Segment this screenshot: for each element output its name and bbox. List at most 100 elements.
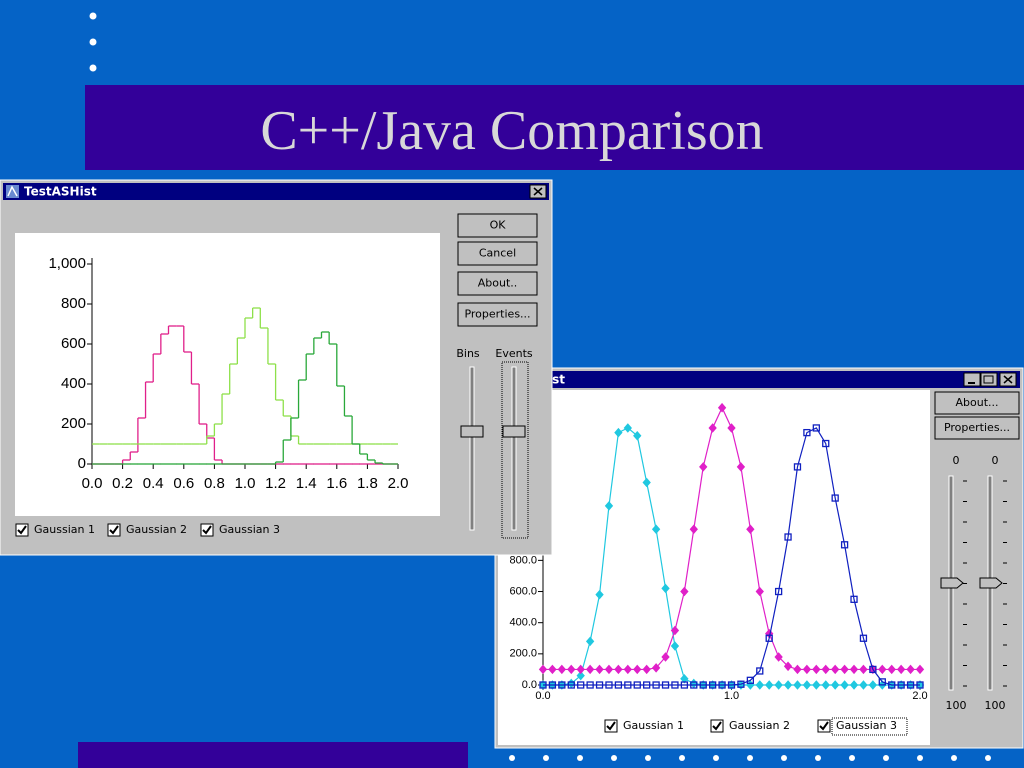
slider-bottom-label: 100: [946, 699, 967, 712]
marker: [623, 423, 632, 433]
legend-label: Gaussian 3: [219, 523, 280, 536]
marker: [812, 664, 821, 675]
slider[interactable]: [460, 366, 484, 531]
marker: [793, 680, 802, 690]
marker: [840, 680, 849, 690]
maximize-button[interactable]: [980, 372, 998, 387]
button[interactable]: [457, 213, 538, 238]
marker: [680, 586, 689, 597]
checkmark: [819, 721, 829, 731]
marker: [651, 663, 661, 673]
marker: [652, 681, 660, 689]
marker: [849, 664, 859, 675]
marker: [737, 680, 745, 688]
plot-area: [498, 390, 930, 745]
marker: [793, 664, 802, 675]
window-controls[interactable]: [963, 372, 1017, 387]
slider-thumb[interactable]: [460, 425, 484, 438]
footer-dot: [713, 755, 719, 761]
marker: [793, 463, 802, 471]
slider-bottom-label: 100: [985, 699, 1006, 712]
y-tick-label: 200.0: [509, 648, 537, 660]
footer-dots: [509, 755, 991, 761]
marker: [868, 680, 878, 690]
marker: [878, 678, 886, 686]
marker: [595, 589, 604, 600]
marker: [690, 681, 698, 689]
footer-dot: [509, 755, 515, 761]
marker: [604, 664, 614, 675]
footer-dot: [917, 755, 923, 761]
button[interactable]: [934, 391, 1020, 415]
marker: [614, 681, 623, 689]
slide-title: C++/Java Comparison: [260, 100, 763, 162]
marker: [887, 664, 896, 675]
marker: [651, 524, 661, 534]
marker: [661, 652, 670, 662]
y-tick-label: 0: [78, 455, 86, 472]
marker: [642, 664, 651, 675]
marker: [585, 664, 595, 675]
slider-thumb[interactable]: [502, 425, 526, 438]
slider[interactable]: [502, 366, 526, 531]
marker: [661, 583, 670, 594]
button-label: About...: [955, 396, 998, 409]
y-tick-label: 400: [61, 375, 86, 392]
checkmark: [202, 525, 212, 535]
marker: [869, 665, 877, 674]
marker: [802, 664, 812, 675]
marker: [718, 681, 726, 689]
marker: [765, 634, 773, 642]
slider[interactable]: [979, 475, 1003, 691]
icon: [983, 375, 994, 384]
marker: [548, 681, 557, 689]
marker: [567, 681, 575, 689]
step-connector: [121, 326, 223, 464]
x-tick-label: 1.0: [235, 475, 256, 492]
slider-thumb[interactable]: [940, 577, 964, 589]
bullets: [89, 12, 97, 72]
marker: [671, 681, 679, 689]
marker: [906, 681, 915, 689]
marker: [709, 681, 717, 689]
marker: [783, 661, 793, 672]
chart: 0.0 200.0 400.0 600.0 800.0 0.0 1.0 2.0 Gaussian…: [509, 383, 928, 733]
button[interactable]: [457, 302, 538, 327]
marker: [821, 680, 830, 690]
marker: [670, 625, 680, 636]
marker: [802, 680, 812, 690]
x-tick-label: 2.0: [388, 475, 409, 492]
marker: [661, 681, 670, 689]
marker: [756, 667, 764, 675]
buttons: OK Cancel About.. Properties...: [457, 213, 538, 327]
marker: [746, 676, 754, 684]
marker: [633, 430, 642, 441]
marker: [727, 423, 736, 433]
window-ashist: ASHist About... Properties... 0 0 100 10…: [494, 367, 1024, 749]
slider[interactable]: [940, 475, 964, 691]
x-tick-label: 0.0: [535, 690, 550, 702]
slider-label: Bins: [456, 347, 480, 360]
marker: [633, 664, 642, 675]
marker: [670, 641, 680, 651]
legend-label: Gaussian 1: [34, 523, 95, 536]
footer-dot: [781, 755, 787, 761]
marker: [840, 541, 849, 549]
button[interactable]: [457, 241, 538, 266]
button-label: Properties...: [944, 421, 1010, 434]
button-label: Properties...: [464, 308, 530, 321]
footer-dot: [747, 755, 753, 761]
y-tick-label: 0.0: [522, 679, 537, 691]
x-tick-label: 2.0: [912, 690, 927, 702]
minimize-button[interactable]: [963, 372, 981, 387]
slider-thumb[interactable]: [979, 577, 1003, 589]
checkmark: [606, 721, 616, 731]
button[interactable]: [457, 271, 538, 296]
button[interactable]: [934, 416, 1020, 440]
marker: [831, 680, 840, 690]
step-connector: [274, 332, 384, 464]
marker: [896, 664, 906, 675]
marker: [822, 439, 830, 448]
marker: [878, 664, 887, 675]
